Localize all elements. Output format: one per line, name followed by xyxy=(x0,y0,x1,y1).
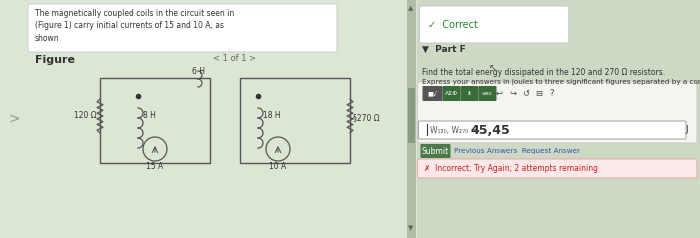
Text: 45,45: 45,45 xyxy=(470,124,510,137)
Text: Submit: Submit xyxy=(422,147,449,155)
Text: ⊟: ⊟ xyxy=(535,89,542,98)
Text: ↖: ↖ xyxy=(489,63,496,73)
FancyBboxPatch shape xyxy=(417,82,697,143)
Text: §270 Ω: §270 Ω xyxy=(353,114,379,123)
Text: ✗  Incorrect; Try Again; 2 attempts remaining: ✗ Incorrect; Try Again; 2 attempts remai… xyxy=(424,164,598,173)
Text: 18 H: 18 H xyxy=(263,111,281,120)
Text: 15 A: 15 A xyxy=(146,162,164,171)
FancyBboxPatch shape xyxy=(421,144,451,158)
FancyBboxPatch shape xyxy=(419,6,569,43)
Text: 10 A: 10 A xyxy=(270,162,286,171)
Text: ↪: ↪ xyxy=(509,89,516,98)
Text: J: J xyxy=(685,125,688,134)
Text: 120 Ω: 120 Ω xyxy=(74,111,97,120)
Bar xyxy=(407,0,416,238)
Text: AΣΦ: AΣΦ xyxy=(445,91,458,96)
FancyBboxPatch shape xyxy=(461,86,479,101)
Text: 8 H: 8 H xyxy=(143,111,156,120)
Text: Express your answers in joules to three significant figures separated by a comma: Express your answers in joules to three … xyxy=(421,79,700,85)
Text: vec: vec xyxy=(482,91,493,96)
FancyBboxPatch shape xyxy=(423,86,442,101)
Text: it: it xyxy=(468,91,472,96)
Text: ▲: ▲ xyxy=(408,5,414,11)
FancyBboxPatch shape xyxy=(419,121,686,139)
Text: 6 H: 6 H xyxy=(192,67,204,76)
FancyBboxPatch shape xyxy=(479,86,496,101)
Text: The magnetically coupled coils in the circuit seen in
(Figure 1) carry initial c: The magnetically coupled coils in the ci… xyxy=(35,9,235,43)
Text: ▼: ▼ xyxy=(408,225,414,231)
Text: ↺: ↺ xyxy=(522,89,529,98)
Text: ?: ? xyxy=(550,89,554,98)
Bar xyxy=(407,88,414,143)
Text: ✓  Correct: ✓ Correct xyxy=(428,20,478,30)
Text: Previous Answers  Request Answer: Previous Answers Request Answer xyxy=(454,148,580,154)
FancyBboxPatch shape xyxy=(417,159,697,178)
Bar xyxy=(240,78,350,163)
Text: Figure: Figure xyxy=(35,55,75,65)
Bar xyxy=(0,0,416,238)
FancyBboxPatch shape xyxy=(442,86,461,101)
Text: >: > xyxy=(8,112,20,126)
Text: ▼  Part F: ▼ Part F xyxy=(421,45,466,54)
Text: ↩: ↩ xyxy=(496,89,503,98)
Text: ■√: ■√ xyxy=(428,91,438,96)
Text: < 1 of 1 >: < 1 of 1 > xyxy=(214,54,257,63)
FancyBboxPatch shape xyxy=(28,4,337,52)
Text: Find the total energy dissipated in the 120 and 270 Ω resistors.: Find the total energy dissipated in the … xyxy=(421,68,664,77)
Text: W₁₂₀, W₂₇₀ =: W₁₂₀, W₂₇₀ = xyxy=(430,125,477,134)
Bar xyxy=(100,78,210,163)
